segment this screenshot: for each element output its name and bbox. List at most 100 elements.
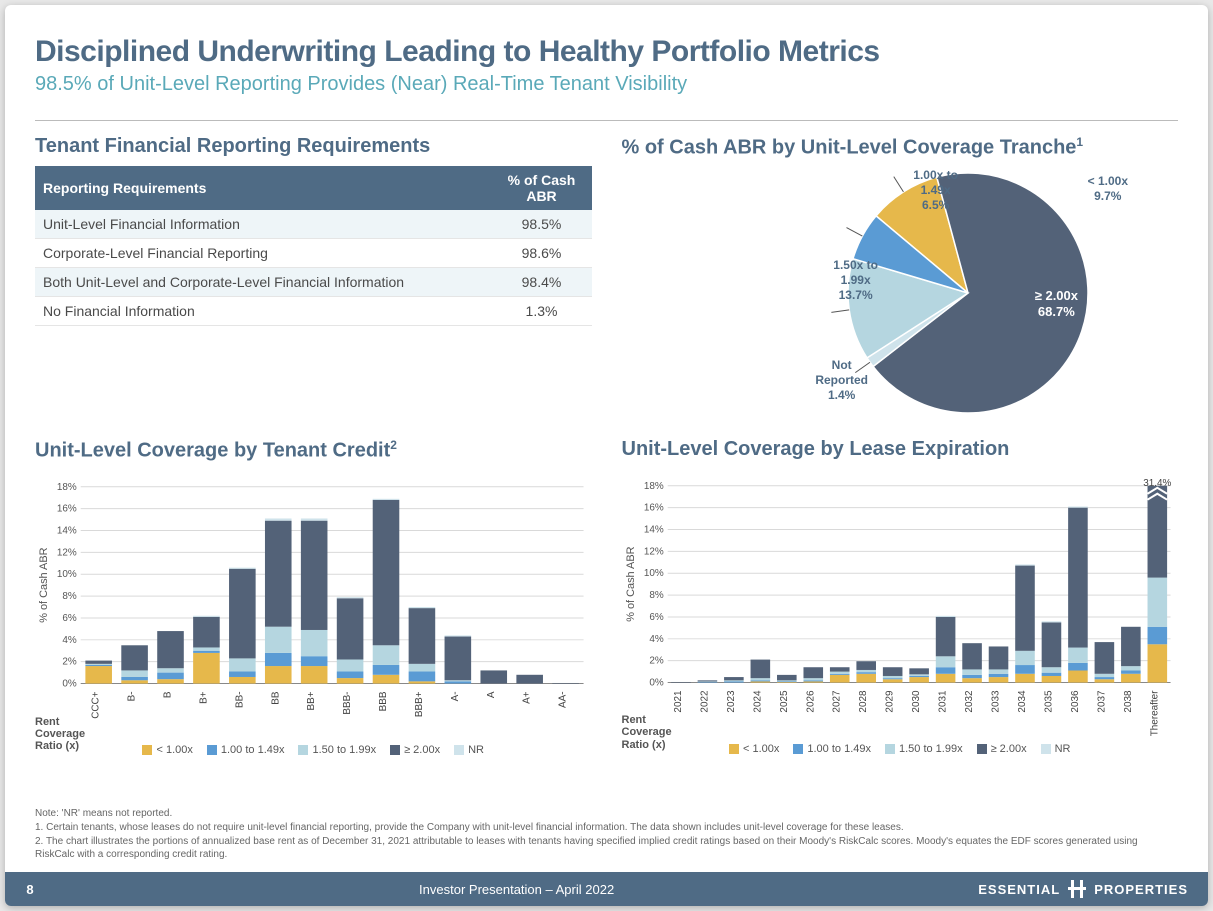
- bar-seg-r1_15: [988, 673, 1008, 676]
- bar-seg-ge2: [480, 671, 507, 684]
- bar-seg-lt1: [373, 675, 400, 684]
- svg-text:16%: 16%: [57, 504, 77, 515]
- bar-seg-r1_15: [777, 681, 797, 682]
- bar-seg-lt1: [229, 677, 256, 684]
- pct-cell: 98.5%: [492, 210, 592, 239]
- bar-seg-lt1: [1147, 644, 1167, 682]
- bar-seg-ge2: [829, 667, 849, 671]
- bar-seg-r1_15: [1147, 626, 1167, 643]
- bar-seg-lt1: [882, 679, 902, 682]
- bar-seg-r1_15: [882, 678, 902, 679]
- svg-text:2027: 2027: [831, 690, 842, 713]
- bar-seg-ge2: [1068, 507, 1088, 647]
- bar-seg-lt1: [829, 675, 849, 683]
- svg-text:0%: 0%: [649, 677, 664, 688]
- bar-seg-ge2: [301, 521, 328, 630]
- svg-text:2025: 2025: [778, 690, 789, 713]
- bar-seg-ge2: [409, 608, 436, 664]
- bar-seg-lt1: [85, 666, 112, 683]
- bar-seg-nr: [373, 499, 400, 500]
- requirement-cell: Unit-Level Financial Information: [35, 210, 492, 239]
- bar-seg-lt1: [909, 677, 929, 682]
- footer-logo: ESSENTIAL PROPERTIES: [978, 880, 1208, 898]
- bar-seg-r1_15: [1068, 663, 1088, 671]
- svg-text:18%: 18%: [643, 480, 663, 491]
- bar-seg-lt1: [193, 653, 220, 684]
- bar-seg-r15_2: [121, 671, 148, 678]
- pct-cell: 1.3%: [492, 297, 592, 326]
- logo-text-left: ESSENTIAL: [978, 882, 1060, 897]
- svg-text:2034: 2034: [1016, 690, 1027, 713]
- bar-seg-ge2: [121, 646, 148, 671]
- svg-text:2038: 2038: [1122, 690, 1133, 713]
- svg-text:2032: 2032: [964, 690, 975, 713]
- svg-text:10%: 10%: [643, 568, 663, 579]
- bar-seg-r1_15: [265, 653, 292, 666]
- bar-seg-lt1: [1068, 670, 1088, 682]
- bar-seg-r1_15: [856, 672, 876, 674]
- bar-seg-r15_2: [265, 627, 292, 653]
- slide: Disciplined Underwriting Leading to Heal…: [5, 5, 1208, 906]
- bar-seg-ge2: [157, 631, 184, 668]
- bar-seg-lt1: [157, 679, 184, 683]
- footnotes: Note: 'NR' means not reported. 1. Certai…: [35, 806, 1178, 862]
- bar-seg-lt1: [1041, 676, 1061, 683]
- table-row: Both Unit-Level and Corporate-Level Fina…: [35, 268, 592, 297]
- credit-chart-section: Unit-Level Coverage by Tenant Credit2 0%…: [35, 438, 592, 786]
- bar-seg-ge2: [909, 668, 929, 674]
- requirement-cell: No Financial Information: [35, 297, 492, 326]
- svg-text:2029: 2029: [884, 690, 895, 713]
- bar-seg-nr: [193, 616, 220, 617]
- svg-text:2%: 2%: [62, 657, 77, 668]
- bar-seg-r15_2: [301, 630, 328, 656]
- bar-seg-r1_15: [829, 673, 849, 674]
- bar-seg-r1_15: [803, 680, 823, 681]
- svg-text:B: B: [163, 691, 174, 698]
- pct-cell: 98.4%: [492, 268, 592, 297]
- main-title: Disciplined Underwriting Leading to Heal…: [35, 35, 1178, 69]
- bar-seg-r15_2: [337, 660, 364, 672]
- bar-seg-r15_2: [909, 674, 929, 676]
- bar-seg-r1_15: [935, 667, 955, 674]
- bar-seg-r1_15: [85, 665, 112, 666]
- bar-seg-r15_2: [803, 678, 823, 680]
- bar-seg-ge2: [856, 661, 876, 670]
- bar-seg-r1_15: [1041, 672, 1061, 675]
- title-area: Disciplined Underwriting Leading to Heal…: [5, 5, 1208, 106]
- bar-seg-r1_15: [409, 672, 436, 682]
- lease-chart-title: Unit-Level Coverage by Lease Expiration: [622, 438, 1179, 461]
- pie-label-lt1: < 1.00x9.7%: [1088, 174, 1128, 204]
- svg-text:2022: 2022: [699, 690, 710, 713]
- svg-text:2037: 2037: [1096, 690, 1107, 713]
- bar-seg-lt1: [337, 678, 364, 683]
- svg-text:2030: 2030: [911, 690, 922, 713]
- svg-text:2035: 2035: [1043, 690, 1054, 713]
- bar-seg-r15_2: [193, 648, 220, 651]
- bar-seg-r1_15: [909, 676, 929, 677]
- bar-seg-lt1: [750, 681, 770, 682]
- bar-seg-r15_2: [445, 681, 472, 682]
- bar-seg-ge2: [229, 569, 256, 659]
- credit-chart-title: Unit-Level Coverage by Tenant Credit2: [35, 438, 592, 463]
- svg-text:14%: 14%: [643, 524, 663, 535]
- bar-seg-lt1: [962, 678, 982, 682]
- bar-seg-r1_15: [121, 677, 148, 680]
- table-col-0: Reporting Requirements: [35, 166, 492, 210]
- bar-seg-r15_2: [882, 676, 902, 678]
- pie-label-ge2: ≥ 2.00x68.7%: [1035, 288, 1078, 321]
- requirement-cell: Corporate-Level Financial Reporting: [35, 239, 492, 268]
- bar-seg-r1_15: [445, 682, 472, 684]
- bar-seg-nr: [445, 636, 472, 637]
- svg-text:Thereafter: Thereafter: [1149, 689, 1160, 735]
- svg-text:BBB: BBB: [378, 691, 389, 711]
- bar-seg-ge2: [552, 683, 579, 684]
- svg-text:6%: 6%: [62, 613, 77, 624]
- svg-text:4%: 4%: [649, 633, 664, 644]
- bar-seg-nr: [1068, 506, 1088, 507]
- bar-seg-ge2: [988, 646, 1008, 669]
- bar-seg-ge2: [516, 675, 543, 684]
- footnote-2: 2. The chart illustrates the portions of…: [35, 835, 1178, 861]
- bar-seg-ge2: [1015, 565, 1035, 650]
- svg-text:12%: 12%: [643, 546, 663, 557]
- pct-cell: 98.6%: [492, 239, 592, 268]
